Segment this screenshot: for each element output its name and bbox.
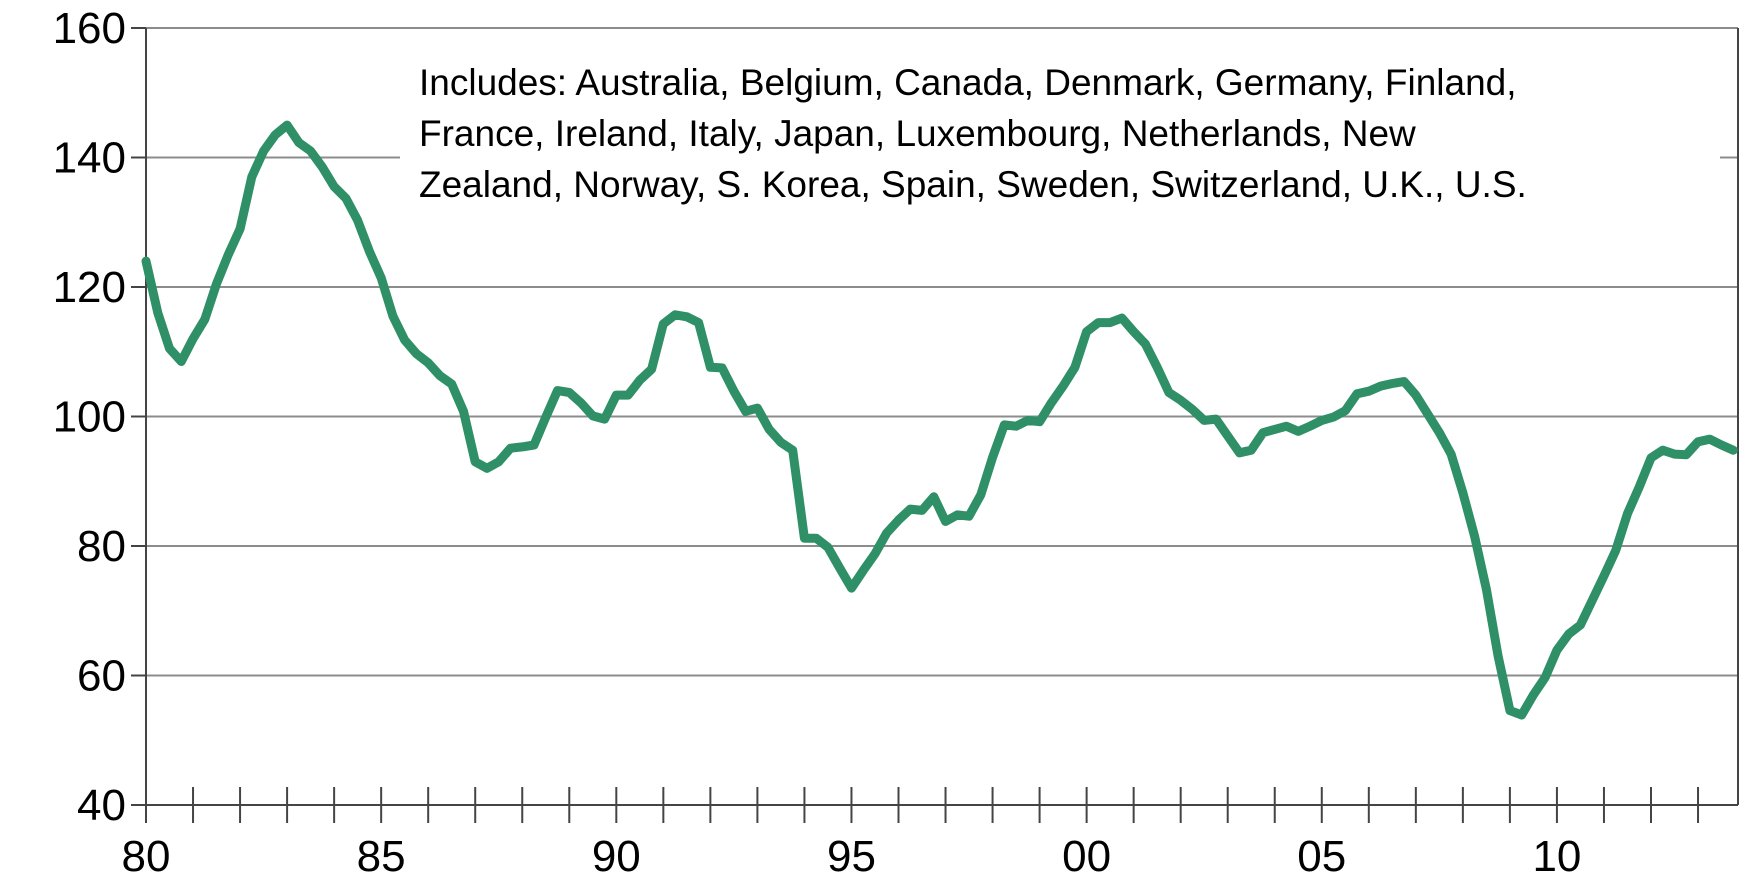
annotation: Zealand, Norway, S. Korea, Spain, Sweden… (419, 164, 1527, 205)
annotation-background (400, 50, 1720, 210)
annotation: France, Ireland, Italy, Japan, Luxembour… (419, 113, 1416, 154)
x-tick-label: 05 (1297, 832, 1346, 881)
x-tick-label: 10 (1532, 832, 1581, 881)
y-tick-label: 40 (77, 781, 126, 830)
y-tick-label: 140 (53, 134, 126, 183)
x-tick-label: 80 (122, 832, 171, 881)
y-tick-label: 100 (53, 393, 126, 442)
x-tick-label: 00 (1062, 832, 1111, 881)
y-tick-label: 120 (53, 263, 126, 312)
x-tick-label: 90 (592, 832, 641, 881)
y-tick-label: 60 (77, 652, 126, 701)
annotation: Includes: Australia, Belgium, Canada, De… (419, 62, 1517, 103)
y-tick-label: 80 (77, 522, 126, 571)
x-tick-label: 85 (357, 832, 406, 881)
data-line (141, 120, 1738, 720)
y-tick-label: 160 (53, 4, 126, 53)
x-tick-label: 95 (827, 832, 876, 881)
